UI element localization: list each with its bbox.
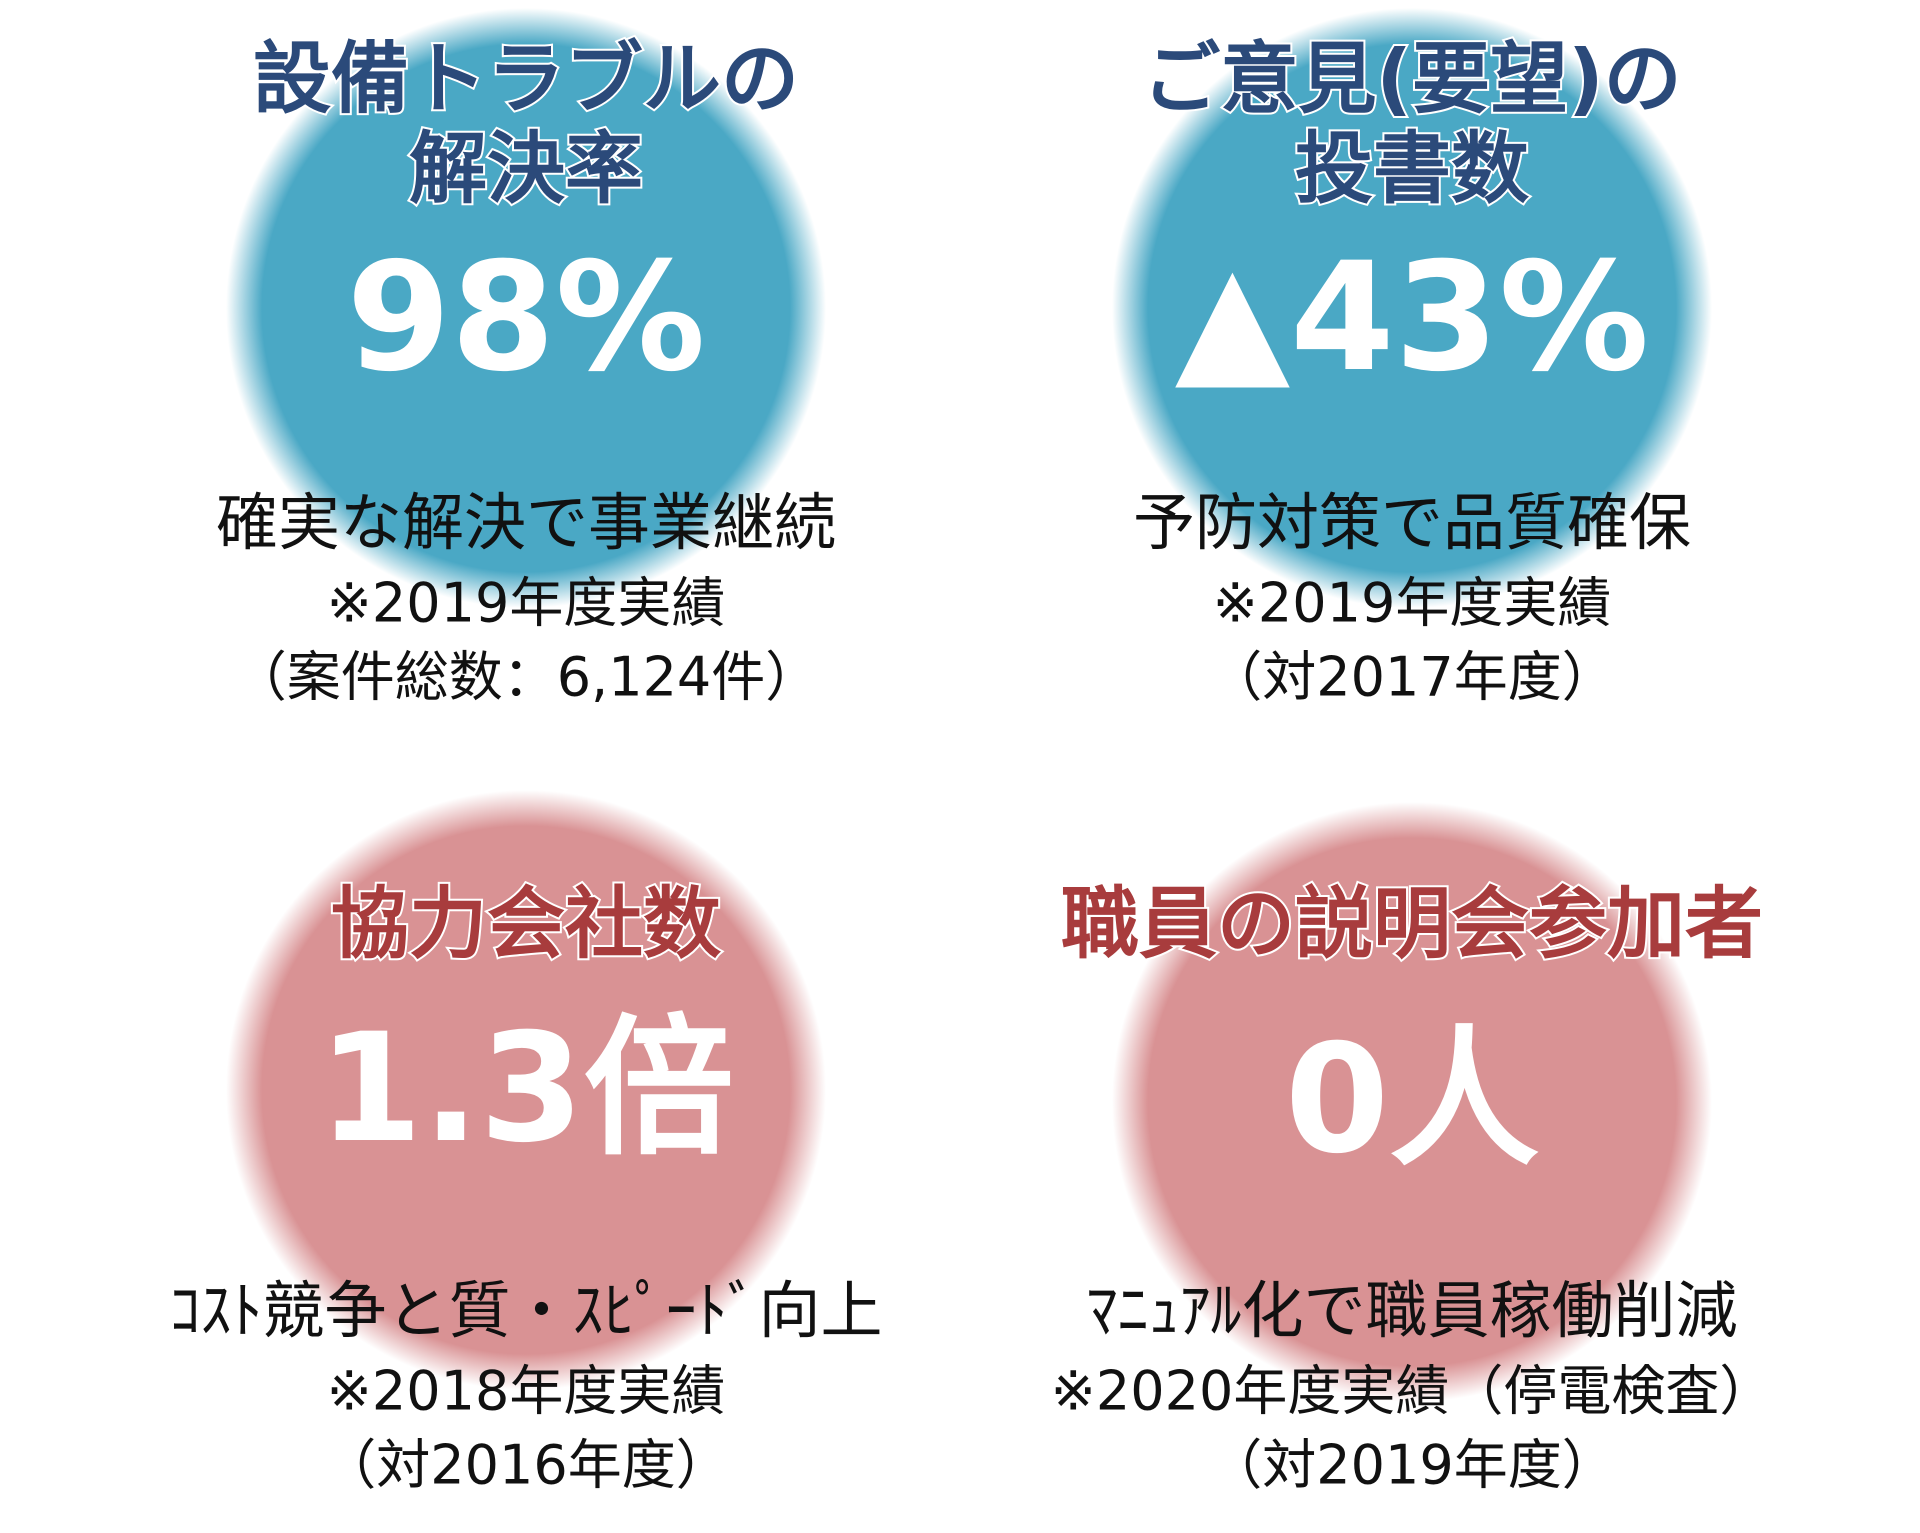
panel-note: ※2019年度実績 [327, 572, 726, 635]
panel-description: 確実な解決で事業継続 [216, 486, 836, 559]
panel-note: ※2019年度実績 [1213, 572, 1612, 635]
panel-title: 設備トラブルの [253, 34, 799, 124]
panel-description: ﾏﾆｭｱﾙ化で職員稼働削減 [1086, 1274, 1737, 1347]
panel-title: 協力会社数 [331, 879, 721, 969]
panel-title: ご意見(要望)の [1142, 34, 1681, 124]
panel-value: 1.3倍 [318, 1002, 734, 1176]
panel-value: 98% [346, 231, 705, 405]
circle [1112, 802, 1712, 1402]
circle [226, 8, 826, 608]
panel-title: 投書数 [1295, 124, 1529, 214]
panel-value: 0人 [1285, 1013, 1539, 1187]
panel-note: （対2019年度） [1208, 1434, 1615, 1497]
panel-title: 解決率 [409, 124, 643, 214]
circle [1112, 8, 1712, 608]
panel-description: ｺｽﾄ競争と質・ｽﾋﾟｰﾄﾞ向上 [169, 1274, 882, 1347]
panel-title: 職員の説明会参加者 [1061, 879, 1763, 969]
panel-note: ※2018年度実績 [327, 1360, 726, 1423]
panel-description: 予防対策で品質確保 [1133, 486, 1691, 559]
panel-note: （対2016年度） [322, 1434, 729, 1497]
panel-note: （案件総数：6,124件） [233, 646, 820, 709]
panel-note: （対2017年度） [1208, 646, 1615, 709]
panel-value: ▲43% [1175, 231, 1649, 405]
panel-note: ※2020年度実績（停電検査） [1051, 1360, 1774, 1423]
circle [226, 790, 826, 1390]
